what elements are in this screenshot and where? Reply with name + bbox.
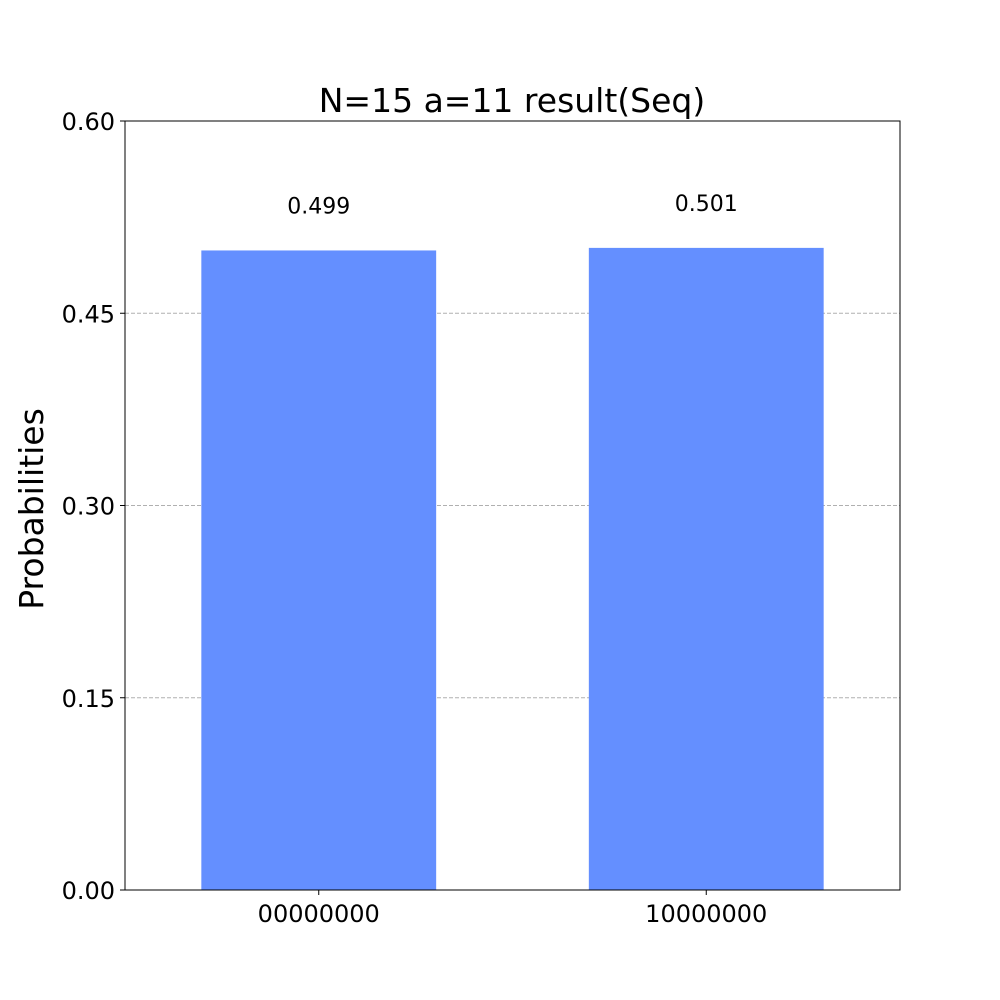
chart-title: N=15 a=11 result(Seq) xyxy=(319,81,705,120)
value-label-00000000: 0.499 xyxy=(287,194,350,219)
y-tick-label-1: 0.15 xyxy=(62,685,115,713)
bar-00000000 xyxy=(201,250,437,890)
x-tick-label-00000000: 00000000 xyxy=(258,900,380,928)
y-tick-label-3: 0.45 xyxy=(62,300,115,328)
value-labels: 0.499 0.501 xyxy=(287,192,737,220)
y-tick-label-2: 0.30 xyxy=(62,493,115,521)
y-tick-label-0: 0.00 xyxy=(62,877,115,905)
value-label-10000000: 0.501 xyxy=(675,192,738,217)
y-tick-label-4: 0.60 xyxy=(62,108,115,136)
y-ticks: 0.00 0.15 0.30 0.45 0.60 xyxy=(62,108,125,905)
x-ticks: 00000000 10000000 xyxy=(258,890,767,928)
bar-10000000 xyxy=(588,247,824,890)
x-tick-label-10000000: 10000000 xyxy=(645,900,767,928)
bars xyxy=(201,247,824,890)
y-axis-label: Probabilities xyxy=(12,408,51,610)
